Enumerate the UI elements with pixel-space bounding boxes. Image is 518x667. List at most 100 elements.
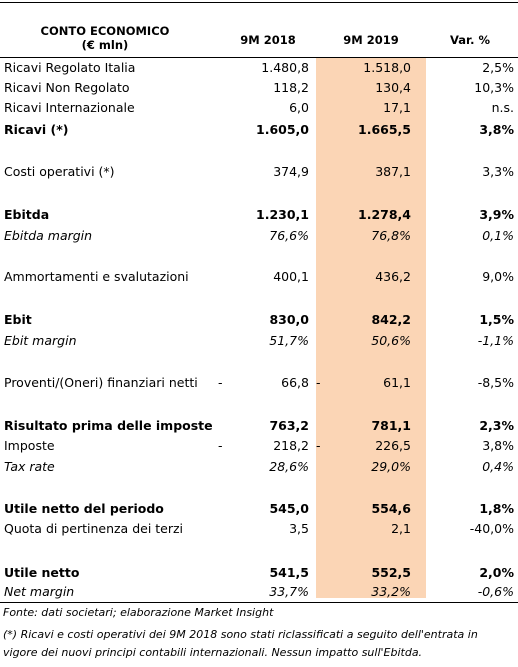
value-9m-2019: 1.518,0 <box>363 60 411 75</box>
value-var-pct: 3,8% <box>482 438 514 453</box>
value-9m-2018: 830,0 <box>269 312 309 327</box>
value-var-pct: 0,4% <box>482 459 514 474</box>
value-9m-2018: 1.230,1 <box>256 207 309 222</box>
table-row: Ricavi (*) 1.605,0 1.665,5 3,8% <box>0 120 518 140</box>
value-9m-2019: 33,2% <box>371 584 411 599</box>
value-var-pct: 1,5% <box>479 312 514 327</box>
table-row: Quota di pertinenza dei terzi 3,5 2,1 -4… <box>0 519 518 539</box>
value-var-pct: 2,3% <box>479 418 514 433</box>
value-9m-2019: 1.278,4 <box>358 207 411 222</box>
value-9m-2019: 554,6 <box>371 501 411 516</box>
value-9m-2018: 541,5 <box>269 565 309 580</box>
row-label: Ammortamenti e svalutazioni <box>4 269 189 284</box>
row-label: Net margin <box>4 584 75 599</box>
bottom-rule <box>0 602 518 603</box>
table-row: Ammortamenti e svalutazioni 400,1 436,2 … <box>0 267 518 287</box>
value-9m-2019: 226,5 <box>375 438 411 453</box>
value-9m-2018: 76,6% <box>269 228 309 243</box>
col-header-9m-2018: 9M 2018 <box>240 33 296 47</box>
value-var-pct: 3,3% <box>482 164 514 179</box>
table-row: Net margin 33,7% 33,2% -0,6% <box>0 582 518 602</box>
value-var-pct: -0,6% <box>477 584 514 599</box>
value-9m-2018: 1.480,8 <box>261 60 309 75</box>
table-row: Ricavi Regolato Italia 1.480,8 1.518,0 2… <box>0 58 518 78</box>
col-header-var-pct: Var. % <box>450 33 490 47</box>
row-label: Costi operativi (*) <box>4 164 115 179</box>
row-label: Risultato prima delle imposte <box>4 418 213 433</box>
row-label: Ricavi Internazionale <box>4 100 135 115</box>
negative-sign-9m-2019: - <box>316 438 321 453</box>
value-9m-2018: 3,5 <box>289 521 309 536</box>
negative-sign-9m-2018: - <box>218 375 223 390</box>
table-row: Utile netto del periodo 545,0 554,6 1,8% <box>0 499 518 519</box>
row-label: Ebitda margin <box>4 228 93 243</box>
table-row: Ebit margin 51,7% 50,6% -1,1% <box>0 331 518 351</box>
value-9m-2018: 51,7% <box>269 333 309 348</box>
value-9m-2019: 552,5 <box>371 565 411 580</box>
row-label: Utile netto del periodo <box>4 501 164 516</box>
row-label: Ebit margin <box>4 333 77 348</box>
negative-sign-9m-2019: - <box>316 375 321 390</box>
highlight-column-9m-2019 <box>316 58 426 598</box>
value-9m-2018: 545,0 <box>269 501 309 516</box>
value-9m-2018: 118,2 <box>273 80 309 95</box>
table-row: Utile netto 541,5 552,5 2,0% <box>0 563 518 583</box>
value-9m-2019: 29,0% <box>371 459 411 474</box>
row-label: Ricavi Non Regolato <box>4 80 130 95</box>
table-row: Costi operativi (*) 374,9 387,1 3,3% <box>0 162 518 182</box>
row-label: Ebit <box>4 312 32 327</box>
col-header-9m-2019: 9M 2019 <box>343 33 399 47</box>
value-var-pct: 2,5% <box>482 60 514 75</box>
row-label: Imposte <box>4 438 55 453</box>
value-9m-2019: 130,4 <box>375 80 411 95</box>
row-label: Utile netto <box>4 565 80 580</box>
value-9m-2019: 17,1 <box>383 100 411 115</box>
footnote-line2: vigore dei nuovi principi contabili inte… <box>3 646 423 659</box>
table-title: CONTO ECONOMICO (€ mln) <box>10 24 200 52</box>
top-rule <box>0 2 518 3</box>
table-title-line2: (€ mln) <box>81 38 129 52</box>
header-rule <box>0 57 518 58</box>
value-9m-2018: 66,8 <box>281 375 309 390</box>
value-var-pct: 3,8% <box>479 122 514 137</box>
table-row: Tax rate 28,6% 29,0% 0,4% <box>0 457 518 477</box>
value-var-pct: 2,0% <box>479 565 514 580</box>
value-var-pct: 1,8% <box>479 501 514 516</box>
value-var-pct: -1,1% <box>477 333 514 348</box>
value-9m-2018: 1.605,0 <box>256 122 309 137</box>
table-row: Risultato prima delle imposte 763,2 781,… <box>0 416 518 436</box>
row-label: Ricavi (*) <box>4 122 69 137</box>
value-9m-2019: 1.665,5 <box>358 122 411 137</box>
value-9m-2018: 28,6% <box>269 459 309 474</box>
value-9m-2019: 781,1 <box>371 418 411 433</box>
value-var-pct: n.s. <box>491 100 514 115</box>
footnote-line1: (*) Ricavi e costi operativi dei 9M 2018… <box>3 628 478 641</box>
value-9m-2018: 374,9 <box>273 164 309 179</box>
value-var-pct: 0,1% <box>482 228 514 243</box>
value-9m-2019: 61,1 <box>383 375 411 390</box>
value-9m-2018: 763,2 <box>269 418 309 433</box>
row-label: Quota di pertinenza dei terzi <box>4 521 184 536</box>
row-label: Tax rate <box>4 459 55 474</box>
value-9m-2019: 2,1 <box>391 521 411 536</box>
value-9m-2019: 436,2 <box>375 269 411 284</box>
table-row: Ricavi Non Regolato 118,2 130,4 10,3% <box>0 78 518 98</box>
row-label: Ebitda <box>4 207 50 222</box>
table-row: Ebitda margin 76,6% 76,8% 0,1% <box>0 226 518 246</box>
table-row: Ebitda 1.230,1 1.278,4 3,9% <box>0 205 518 225</box>
table-row: Ricavi Internazionale 6,0 17,1 n.s. <box>0 98 518 118</box>
row-label: Proventi/(Oneri) finanziari netti <box>4 375 198 390</box>
value-9m-2019: 842,2 <box>371 312 411 327</box>
source-note: Fonte: dati societari; elaborazione Mark… <box>3 606 274 619</box>
value-9m-2019: 76,8% <box>371 228 411 243</box>
negative-sign-9m-2018: - <box>218 438 223 453</box>
value-9m-2019: 50,6% <box>371 333 411 348</box>
table-row: Ebit 830,0 842,2 1,5% <box>0 310 518 330</box>
value-var-pct: 10,3% <box>474 80 514 95</box>
value-9m-2018: 6,0 <box>289 100 309 115</box>
value-9m-2019: 387,1 <box>375 164 411 179</box>
value-9m-2018: 33,7% <box>269 584 309 599</box>
row-label: Ricavi Regolato Italia <box>4 60 136 75</box>
value-var-pct: 3,9% <box>479 207 514 222</box>
